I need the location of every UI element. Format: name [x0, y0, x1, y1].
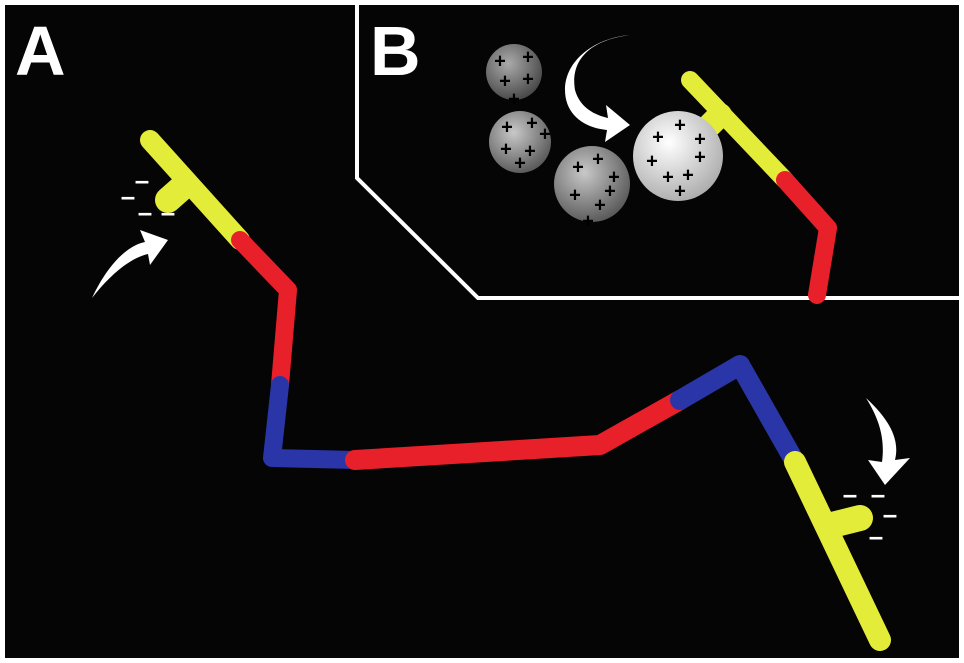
positive-charge: +: [582, 210, 594, 232]
negative-charge: –: [869, 521, 883, 551]
positive-charge: +: [694, 146, 706, 168]
positive-charge: +: [514, 152, 526, 174]
positive-charge: +: [524, 140, 536, 162]
positive-charge: +: [662, 166, 674, 188]
negative-charge: –: [883, 499, 897, 529]
positive-charge: +: [646, 150, 658, 172]
positive-charge: +: [569, 184, 581, 206]
background: [5, 5, 959, 658]
positive-charge: +: [539, 123, 551, 145]
figure: A B ++++++++++++++++++++++++++––––––––: [0, 0, 964, 663]
positive-charge: +: [652, 126, 664, 148]
negative-charge: –: [121, 181, 135, 211]
positive-charge: +: [508, 88, 520, 110]
panel-label: A: [15, 12, 66, 90]
positive-charge: +: [501, 116, 513, 138]
positive-charge: +: [674, 114, 686, 136]
negative-charge: –: [135, 165, 149, 195]
negative-charge: –: [843, 479, 857, 509]
negative-charge: –: [161, 197, 175, 227]
positive-charge: +: [526, 112, 538, 134]
positive-charge: +: [494, 50, 506, 72]
positive-charge: +: [674, 180, 686, 202]
positive-charge: +: [604, 180, 616, 202]
positive-charge: +: [522, 46, 534, 68]
positive-charge: +: [522, 68, 534, 90]
negative-charge: –: [138, 197, 152, 227]
positive-charge: +: [592, 148, 604, 170]
panel-label: B: [370, 12, 421, 90]
positive-charge: +: [572, 156, 584, 178]
positive-charge: +: [500, 138, 512, 160]
